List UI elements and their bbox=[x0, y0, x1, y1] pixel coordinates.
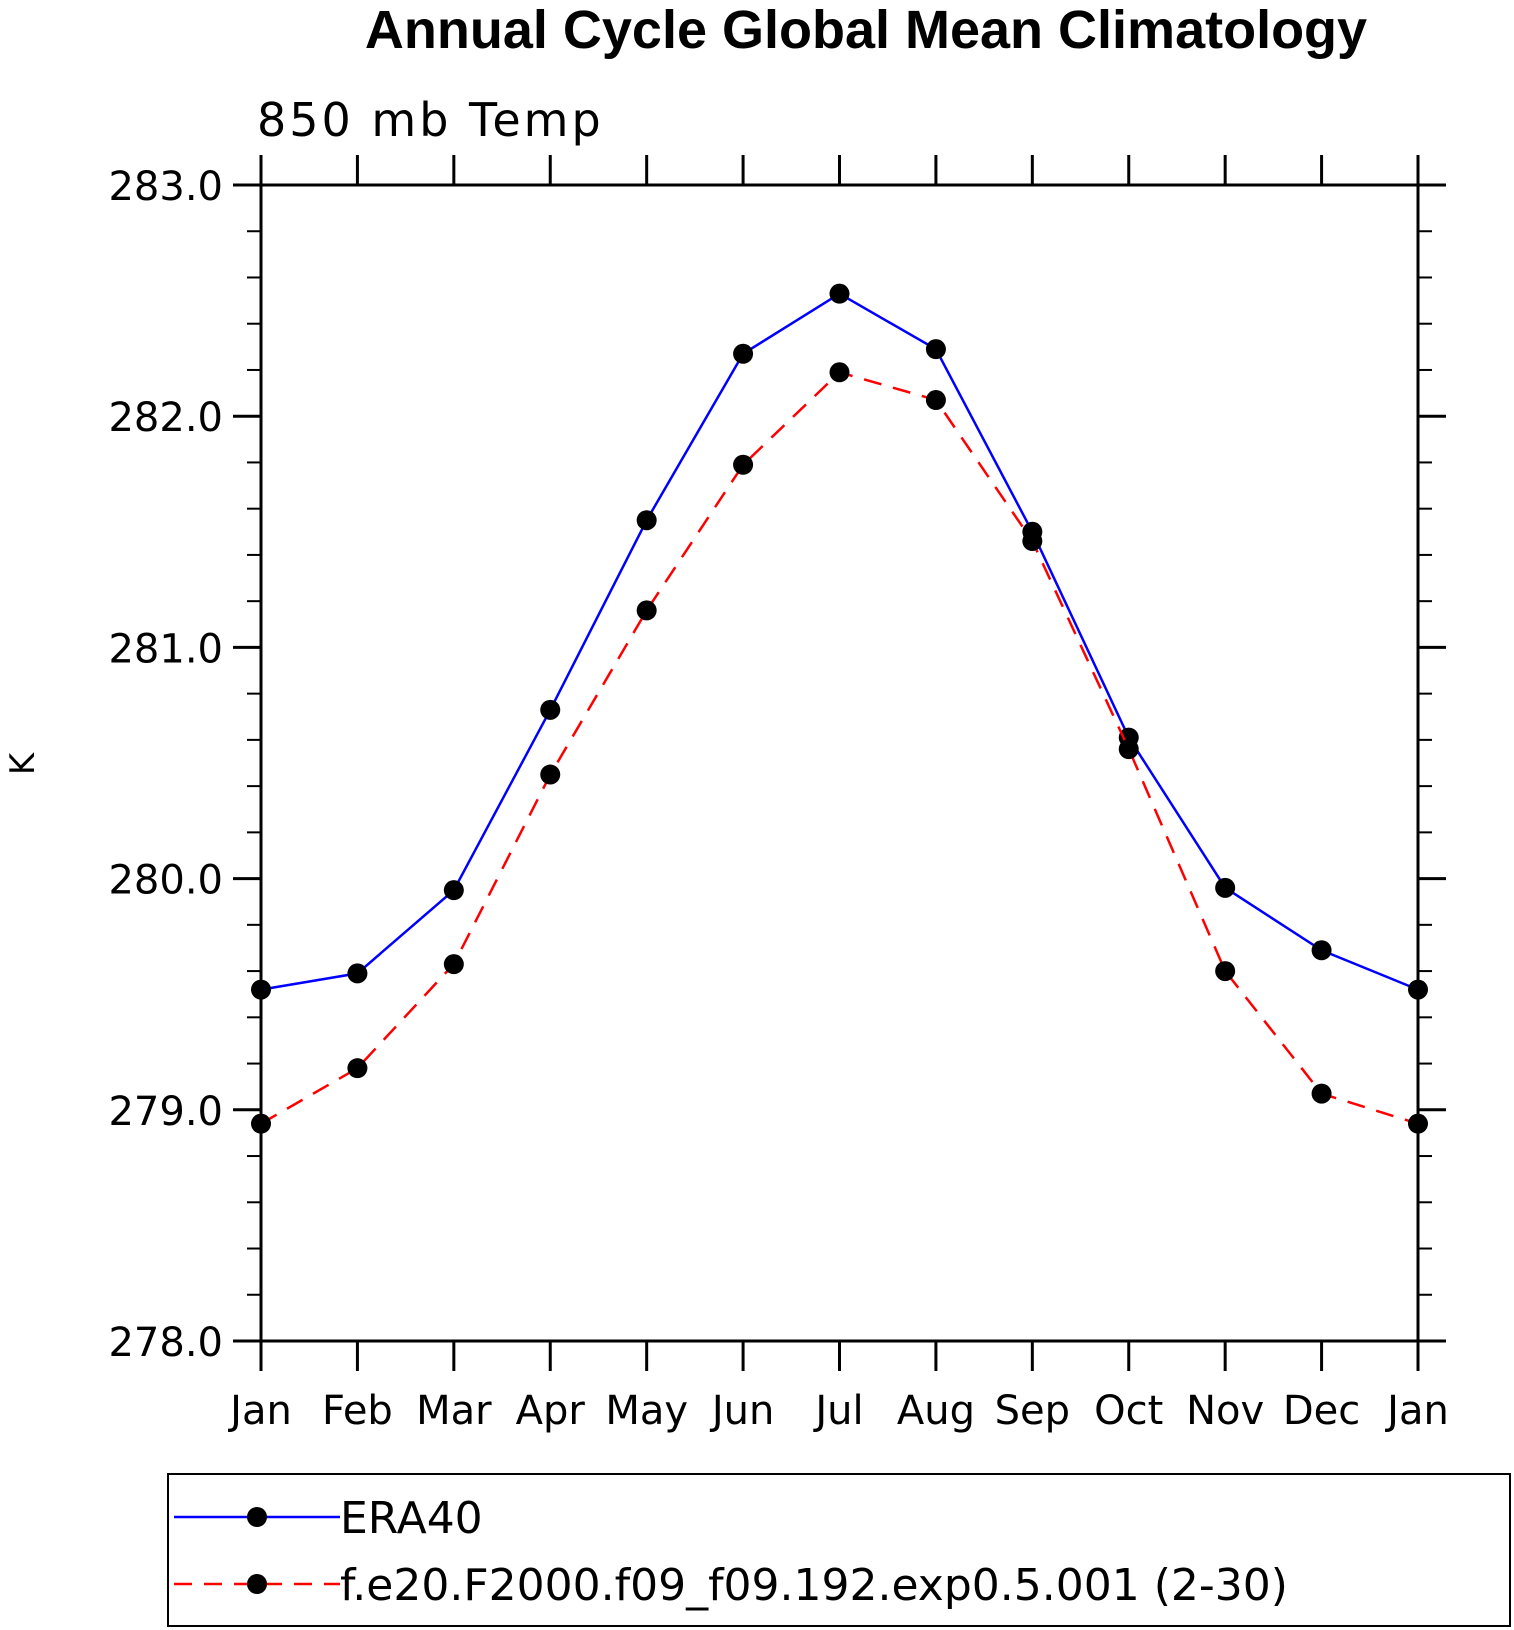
chart-title: Annual Cycle Global Mean Climatology bbox=[365, 0, 1367, 60]
series-0-point bbox=[540, 699, 561, 720]
legend: ERA40 f.e20.F2000.f09_f09.192.exp0.5.001… bbox=[167, 1473, 1511, 1627]
series-1-point bbox=[251, 1113, 271, 1134]
series-0-point bbox=[829, 283, 850, 304]
x-tick-label: Dec bbox=[1283, 1388, 1360, 1434]
plot-frame bbox=[259, 183, 1420, 1343]
legend-label-model: f.e20.F2000.f09_f09.192.exp0.5.001 (2-30… bbox=[340, 1560, 1288, 1611]
series-1-point bbox=[1118, 739, 1139, 760]
series-0-point bbox=[1408, 979, 1428, 1000]
y-axis-label: K bbox=[3, 751, 43, 775]
x-tick-label: May bbox=[605, 1388, 688, 1434]
series-0-point bbox=[347, 963, 368, 984]
series-1-point bbox=[829, 362, 850, 383]
series-1-point bbox=[1311, 1083, 1332, 1104]
x-tick-label: Jul bbox=[812, 1388, 863, 1434]
y-tick-label: 282.0 bbox=[108, 395, 223, 441]
series-1-point bbox=[1215, 961, 1236, 982]
series-layer bbox=[251, 283, 1428, 1134]
series-0-point bbox=[251, 979, 271, 1000]
series-0-point bbox=[1215, 877, 1236, 898]
series-0-point bbox=[636, 510, 657, 531]
series-0-point bbox=[443, 880, 464, 901]
legend-label-era40: ERA40 bbox=[340, 1493, 483, 1544]
x-tick-label: Jun bbox=[709, 1388, 775, 1434]
x-tick-label: Apr bbox=[516, 1388, 586, 1434]
x-tick-label: Nov bbox=[1186, 1388, 1264, 1434]
series-1-point bbox=[443, 954, 464, 975]
x-tick-label: Mar bbox=[416, 1388, 492, 1434]
series-1-point bbox=[347, 1058, 368, 1079]
series-0-point bbox=[1311, 940, 1332, 961]
y-tick-label: 283.0 bbox=[108, 164, 223, 210]
y-tick-label: 278.0 bbox=[108, 1320, 223, 1366]
y-tick-labels: 278.0 279.0 280.0 281.0 282.0 283.0 bbox=[108, 164, 223, 1366]
series-1-point bbox=[733, 454, 754, 475]
series-1-point bbox=[540, 764, 561, 785]
series-line-1 bbox=[260, 370, 1419, 1125]
y-tick-label: 281.0 bbox=[108, 626, 223, 672]
legend-box bbox=[167, 1473, 1511, 1627]
x-tick-labels: Jan Feb Mar Apr May Jun Jul Aug Sep Oct Nov Dec Jan bbox=[227, 1388, 1449, 1434]
x-tick-label: Sep bbox=[995, 1388, 1070, 1434]
series-1-point bbox=[636, 600, 657, 621]
series-line-0 bbox=[260, 292, 1419, 991]
axis-ticks bbox=[233, 155, 1446, 1371]
series-1-point bbox=[1022, 531, 1043, 552]
y-tick-label: 279.0 bbox=[108, 1089, 223, 1135]
chart-subtitle: 850 mb Temp bbox=[257, 93, 604, 147]
series-1-point bbox=[1408, 1113, 1428, 1134]
x-tick-label: Jan bbox=[1384, 1388, 1449, 1434]
legend-marker-model bbox=[247, 1574, 267, 1594]
series-0-point bbox=[733, 343, 754, 364]
legend-marker-era40 bbox=[247, 1507, 267, 1527]
y-tick-label: 280.0 bbox=[108, 858, 223, 904]
series-1-point bbox=[925, 390, 946, 411]
x-tick-label: Aug bbox=[897, 1388, 975, 1434]
x-tick-label: Jan bbox=[227, 1388, 292, 1434]
x-tick-label: Oct bbox=[1094, 1388, 1163, 1434]
series-0-point bbox=[925, 339, 946, 360]
x-tick-label: Feb bbox=[322, 1388, 393, 1434]
